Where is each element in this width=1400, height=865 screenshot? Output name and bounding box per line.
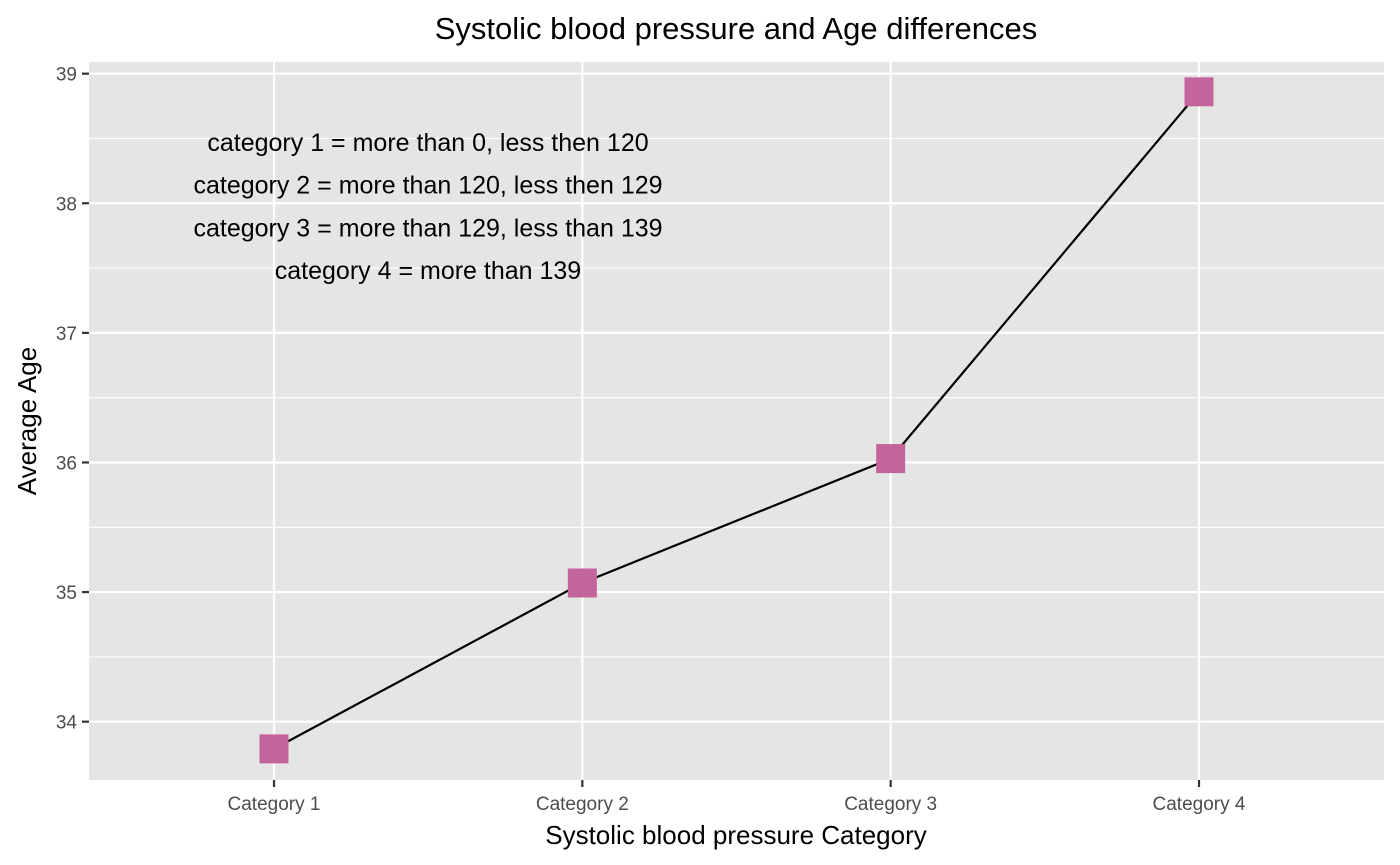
annotation-line: category 2 = more than 120, less then 12…: [193, 172, 662, 200]
plot-panel: [89, 62, 1384, 780]
data-point-marker: [567, 568, 597, 598]
series-layer: [259, 77, 1214, 764]
y-tick-label: 39: [56, 65, 77, 86]
y-tick-label: 34: [56, 713, 78, 734]
x-axis-title: Systolic blood pressure Category: [545, 820, 927, 850]
x-tick-label: Category 1: [228, 794, 321, 815]
annotation-line: category 4 = more than 139: [275, 257, 581, 285]
y-axis-title: Average Age: [12, 347, 42, 495]
x-axis: Category 1 Category 2 Category 3 Category 4: [228, 780, 1246, 815]
grid-major: [89, 62, 1384, 780]
chart-title: Systolic blood pressure and Age differen…: [435, 11, 1038, 46]
x-tick-label: Category 3: [844, 794, 937, 815]
y-tick-label: 37: [56, 324, 77, 345]
y-axis: 34 35 36 37 38 39: [56, 65, 89, 734]
series-line: [273, 91, 1200, 750]
annotation-layer: category 1 = more than 0, less then 120 c…: [193, 129, 662, 285]
data-point-marker: [1184, 77, 1214, 107]
y-tick-label: 38: [56, 194, 77, 215]
x-tick-label: Category 2: [536, 794, 629, 815]
data-point-marker: [876, 444, 906, 474]
data-point-marker: [259, 734, 289, 764]
y-tick-label: 35: [56, 583, 77, 604]
annotation-line: category 1 = more than 0, less then 120: [207, 129, 648, 157]
grid-minor: [89, 137, 1384, 658]
x-tick-label: Category 4: [1153, 794, 1246, 815]
annotation-line: category 3 = more than 129, less than 13…: [193, 214, 662, 242]
y-tick-label: 36: [56, 453, 77, 474]
